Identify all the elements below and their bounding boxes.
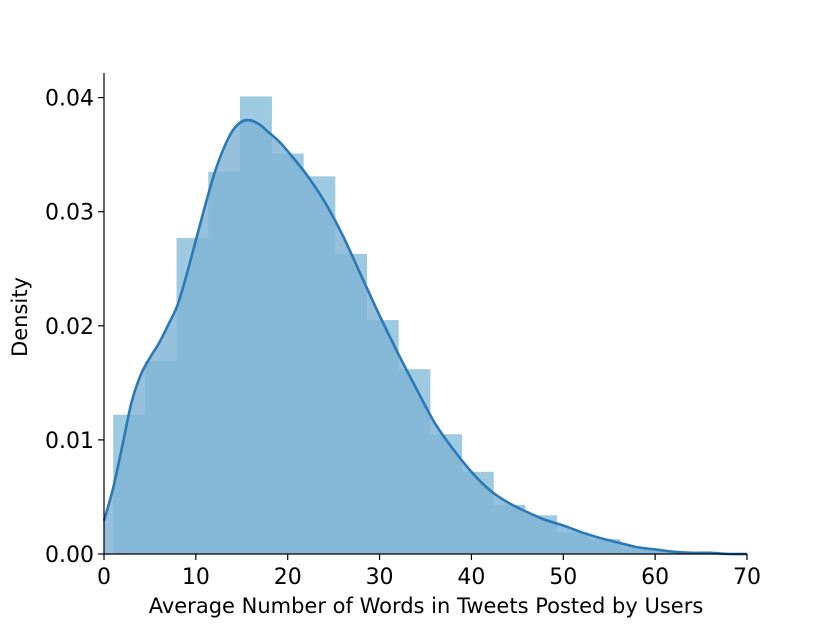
- x-tick-label-0: 0: [97, 565, 111, 590]
- axes: [103, 73, 747, 555]
- x-axis-label: Average Number of Words in Tweets Posted…: [149, 594, 704, 618]
- x-tick-label-5: 50: [549, 565, 577, 590]
- y-tick-label-4: 0.04: [45, 87, 94, 112]
- x-tick-label-7: 70: [733, 565, 761, 590]
- kde-layer: [102, 118, 748, 556]
- y-tick-label-0: 0.00: [45, 543, 94, 568]
- x-tick-label-3: 30: [366, 565, 394, 590]
- y-tick-label-1: 0.01: [45, 429, 94, 454]
- y-axis-label: Density: [8, 277, 32, 357]
- kde-area: [104, 120, 747, 555]
- y-ticks: 0.00 0.01 0.02 0.03 0.04: [45, 87, 104, 568]
- x-tick-label-4: 40: [457, 565, 485, 590]
- x-tick-label-2: 20: [274, 565, 302, 590]
- x-ticks: 0 10 20 30 40 50 60 70: [97, 554, 761, 590]
- y-tick-label-2: 0.02: [45, 315, 94, 340]
- x-tick-label-1: 10: [182, 565, 210, 590]
- y-tick-label-3: 0.03: [45, 201, 94, 226]
- x-tick-label-6: 60: [641, 565, 669, 590]
- kde-line: [102, 118, 748, 556]
